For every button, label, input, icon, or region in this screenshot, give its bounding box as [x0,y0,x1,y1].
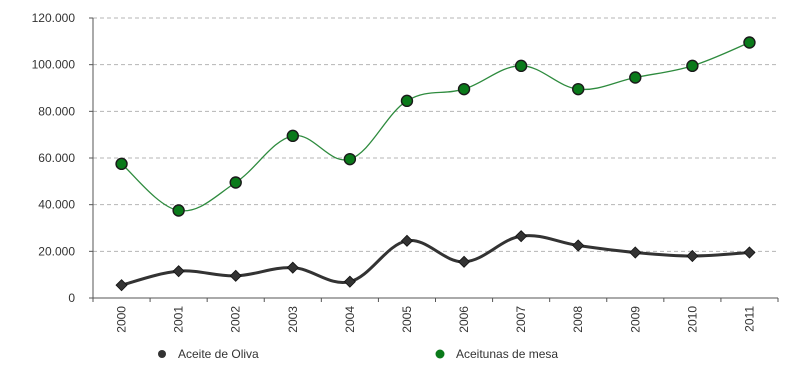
x-tick-label: 2011 [742,306,756,332]
x-tick-label: 2003 [286,306,300,333]
y-tick-label: 100.000 [32,58,76,72]
data-point-aceite-de-oliva [343,275,356,288]
x-tick-label: 2004 [343,306,357,333]
x-tick-label: 2005 [400,306,414,333]
x-tick-label: 2008 [571,306,585,333]
data-point-aceitunas-de-mesa [572,82,585,96]
legend-marker [435,349,445,359]
data-point-aceitunas-de-mesa [286,129,299,143]
data-point-aceitunas-de-mesa [743,36,756,49]
data-point-aceitunas-de-mesa [514,59,528,73]
x-tick-label: 2007 [514,306,528,333]
legend-label: Aceite de Oliva [178,347,259,361]
grid-layer [93,17,778,252]
y-tick-label: 120.000 [32,11,76,25]
x-tick-label: 2000 [115,306,129,333]
x-tick-label: 2001 [172,306,186,333]
x-tick-label: 2002 [229,306,243,333]
legend: Aceite de Oliva Aceitunas de mesa [158,347,558,361]
data-point-aceite-de-oliva [457,255,471,268]
data-point-aceitunas-de-mesa [400,94,414,108]
y-tick-label: 60.000 [38,151,75,165]
legend-marker [158,350,166,358]
data-point-aceitunas-de-mesa [686,59,699,73]
data-point-aceite-de-oliva [515,230,528,243]
data-point-aceite-de-oliva [572,239,585,252]
data-point-aceitunas-de-mesa [457,82,471,96]
axes-layer: 0 20.000 40.000 60.000 80.000 100.000 120.000 2… [32,11,779,333]
data-point-aceite-de-oliva [286,261,299,274]
data-point-aceitunas-de-mesa [172,204,185,217]
y-tick-label: 20.000 [38,244,75,258]
legend-item-aceite-de-oliva: Aceite de Oliva [158,347,259,361]
legend-label: Aceitunas de mesa [456,347,558,361]
data-point-aceitunas-de-mesa [229,176,242,189]
x-tick-label: 2009 [628,306,642,333]
series-line-aceite-de-oliva [121,234,750,287]
series-layer [115,36,756,292]
y-tick-label: 80.000 [38,104,75,118]
data-point-aceite-de-oliva [172,265,185,278]
data-point-aceite-de-oliva [686,249,699,263]
series-line-aceitunas-de-mesa [121,41,750,212]
legend-item-aceitunas-de-mesa: Aceitunas de mesa [435,347,558,361]
data-point-aceitunas-de-mesa [629,71,642,84]
x-tick-label: 2006 [457,306,471,333]
data-point-aceite-de-oliva [115,279,128,292]
data-point-aceite-de-oliva [400,234,414,247]
data-point-aceitunas-de-mesa [343,152,357,166]
data-point-aceite-de-oliva [229,269,242,282]
y-tick-label: 40.000 [38,198,75,212]
x-tick-label: 2010 [685,306,699,333]
data-point-aceitunas-de-mesa [115,157,128,171]
y-tick-label: 0 [68,291,75,305]
data-point-aceite-de-oliva [629,246,642,259]
data-point-aceite-de-oliva [743,246,756,259]
